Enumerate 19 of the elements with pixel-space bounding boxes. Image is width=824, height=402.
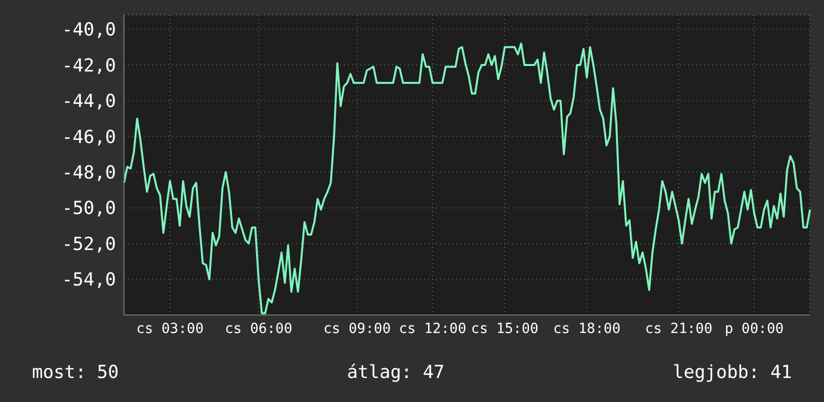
y-tick-label: -48,0 (62, 162, 116, 184)
x-tick-label: cs 03:00 (136, 320, 204, 337)
y-tick-label: -42,0 (62, 55, 116, 76)
x-tick-label: cs 21:00 (644, 320, 712, 337)
x-tick-label: cs 18:00 (553, 320, 621, 337)
x-tick-label: cs 15:00 (471, 320, 538, 337)
x-tick-label: cs 09:00 (323, 320, 391, 337)
x-tick-label: p 00:00 (724, 320, 784, 337)
y-tick-label: -52,0 (62, 234, 116, 255)
y-tick-label: -54,0 (62, 270, 116, 291)
y-tick-label: -50,0 (62, 198, 116, 220)
y-tick-label: -44,0 (62, 91, 116, 112)
y-tick-label: -40,0 (62, 20, 116, 41)
text: átlag: 47 (346, 362, 445, 383)
text: most: 50 (32, 362, 119, 383)
text: legjobb: 41 (672, 362, 792, 383)
y-tick-label: -46,0 (62, 126, 116, 148)
x-tick-label: cs 06:00 (224, 320, 292, 337)
x-tick-label: cs 12:00 (398, 320, 466, 337)
